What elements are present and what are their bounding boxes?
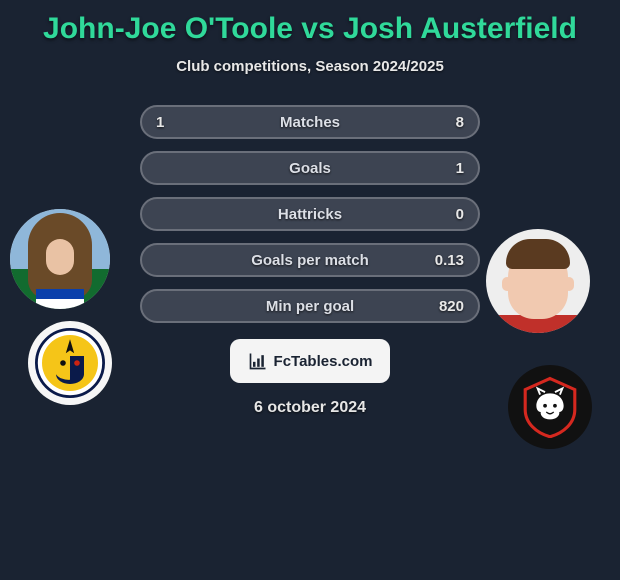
stat-row-mpg: Min per goal 820 — [140, 289, 480, 323]
stats-container: 1 Matches 8 Goals 1 Hattricks 0 Goals pe… — [0, 105, 620, 417]
stat-right-value: 820 — [439, 298, 464, 315]
stat-right-value: 8 — [456, 114, 464, 131]
stat-label: Matches — [280, 114, 340, 131]
stat-label: Min per goal — [266, 298, 354, 315]
stat-right-value: 0 — [456, 206, 464, 223]
club-right-crest — [508, 365, 592, 449]
page-title: John-Joe O'Toole vs Josh Austerfield — [0, 0, 620, 46]
player-right-avatar — [486, 229, 590, 333]
chart-icon — [248, 351, 268, 371]
stat-row-hattricks: Hattricks 0 — [140, 197, 480, 231]
stat-row-gpm: Goals per match 0.13 — [140, 243, 480, 277]
stat-right-value: 1 — [456, 160, 464, 177]
stat-left-value: 1 — [156, 114, 164, 131]
stat-label: Goals — [289, 160, 331, 177]
stat-row-goals: Goals 1 — [140, 151, 480, 185]
subtitle: Club competitions, Season 2024/2025 — [0, 58, 620, 75]
stat-label: Hattricks — [278, 206, 342, 223]
brand-label: FcTables.com — [274, 353, 373, 370]
stat-right-value: 0.13 — [435, 252, 464, 269]
stat-row-matches: 1 Matches 8 — [140, 105, 480, 139]
brand-badge: FcTables.com — [230, 339, 390, 383]
player-left-avatar — [10, 209, 110, 309]
club-left-crest — [28, 321, 112, 405]
stat-label: Goals per match — [251, 252, 369, 269]
